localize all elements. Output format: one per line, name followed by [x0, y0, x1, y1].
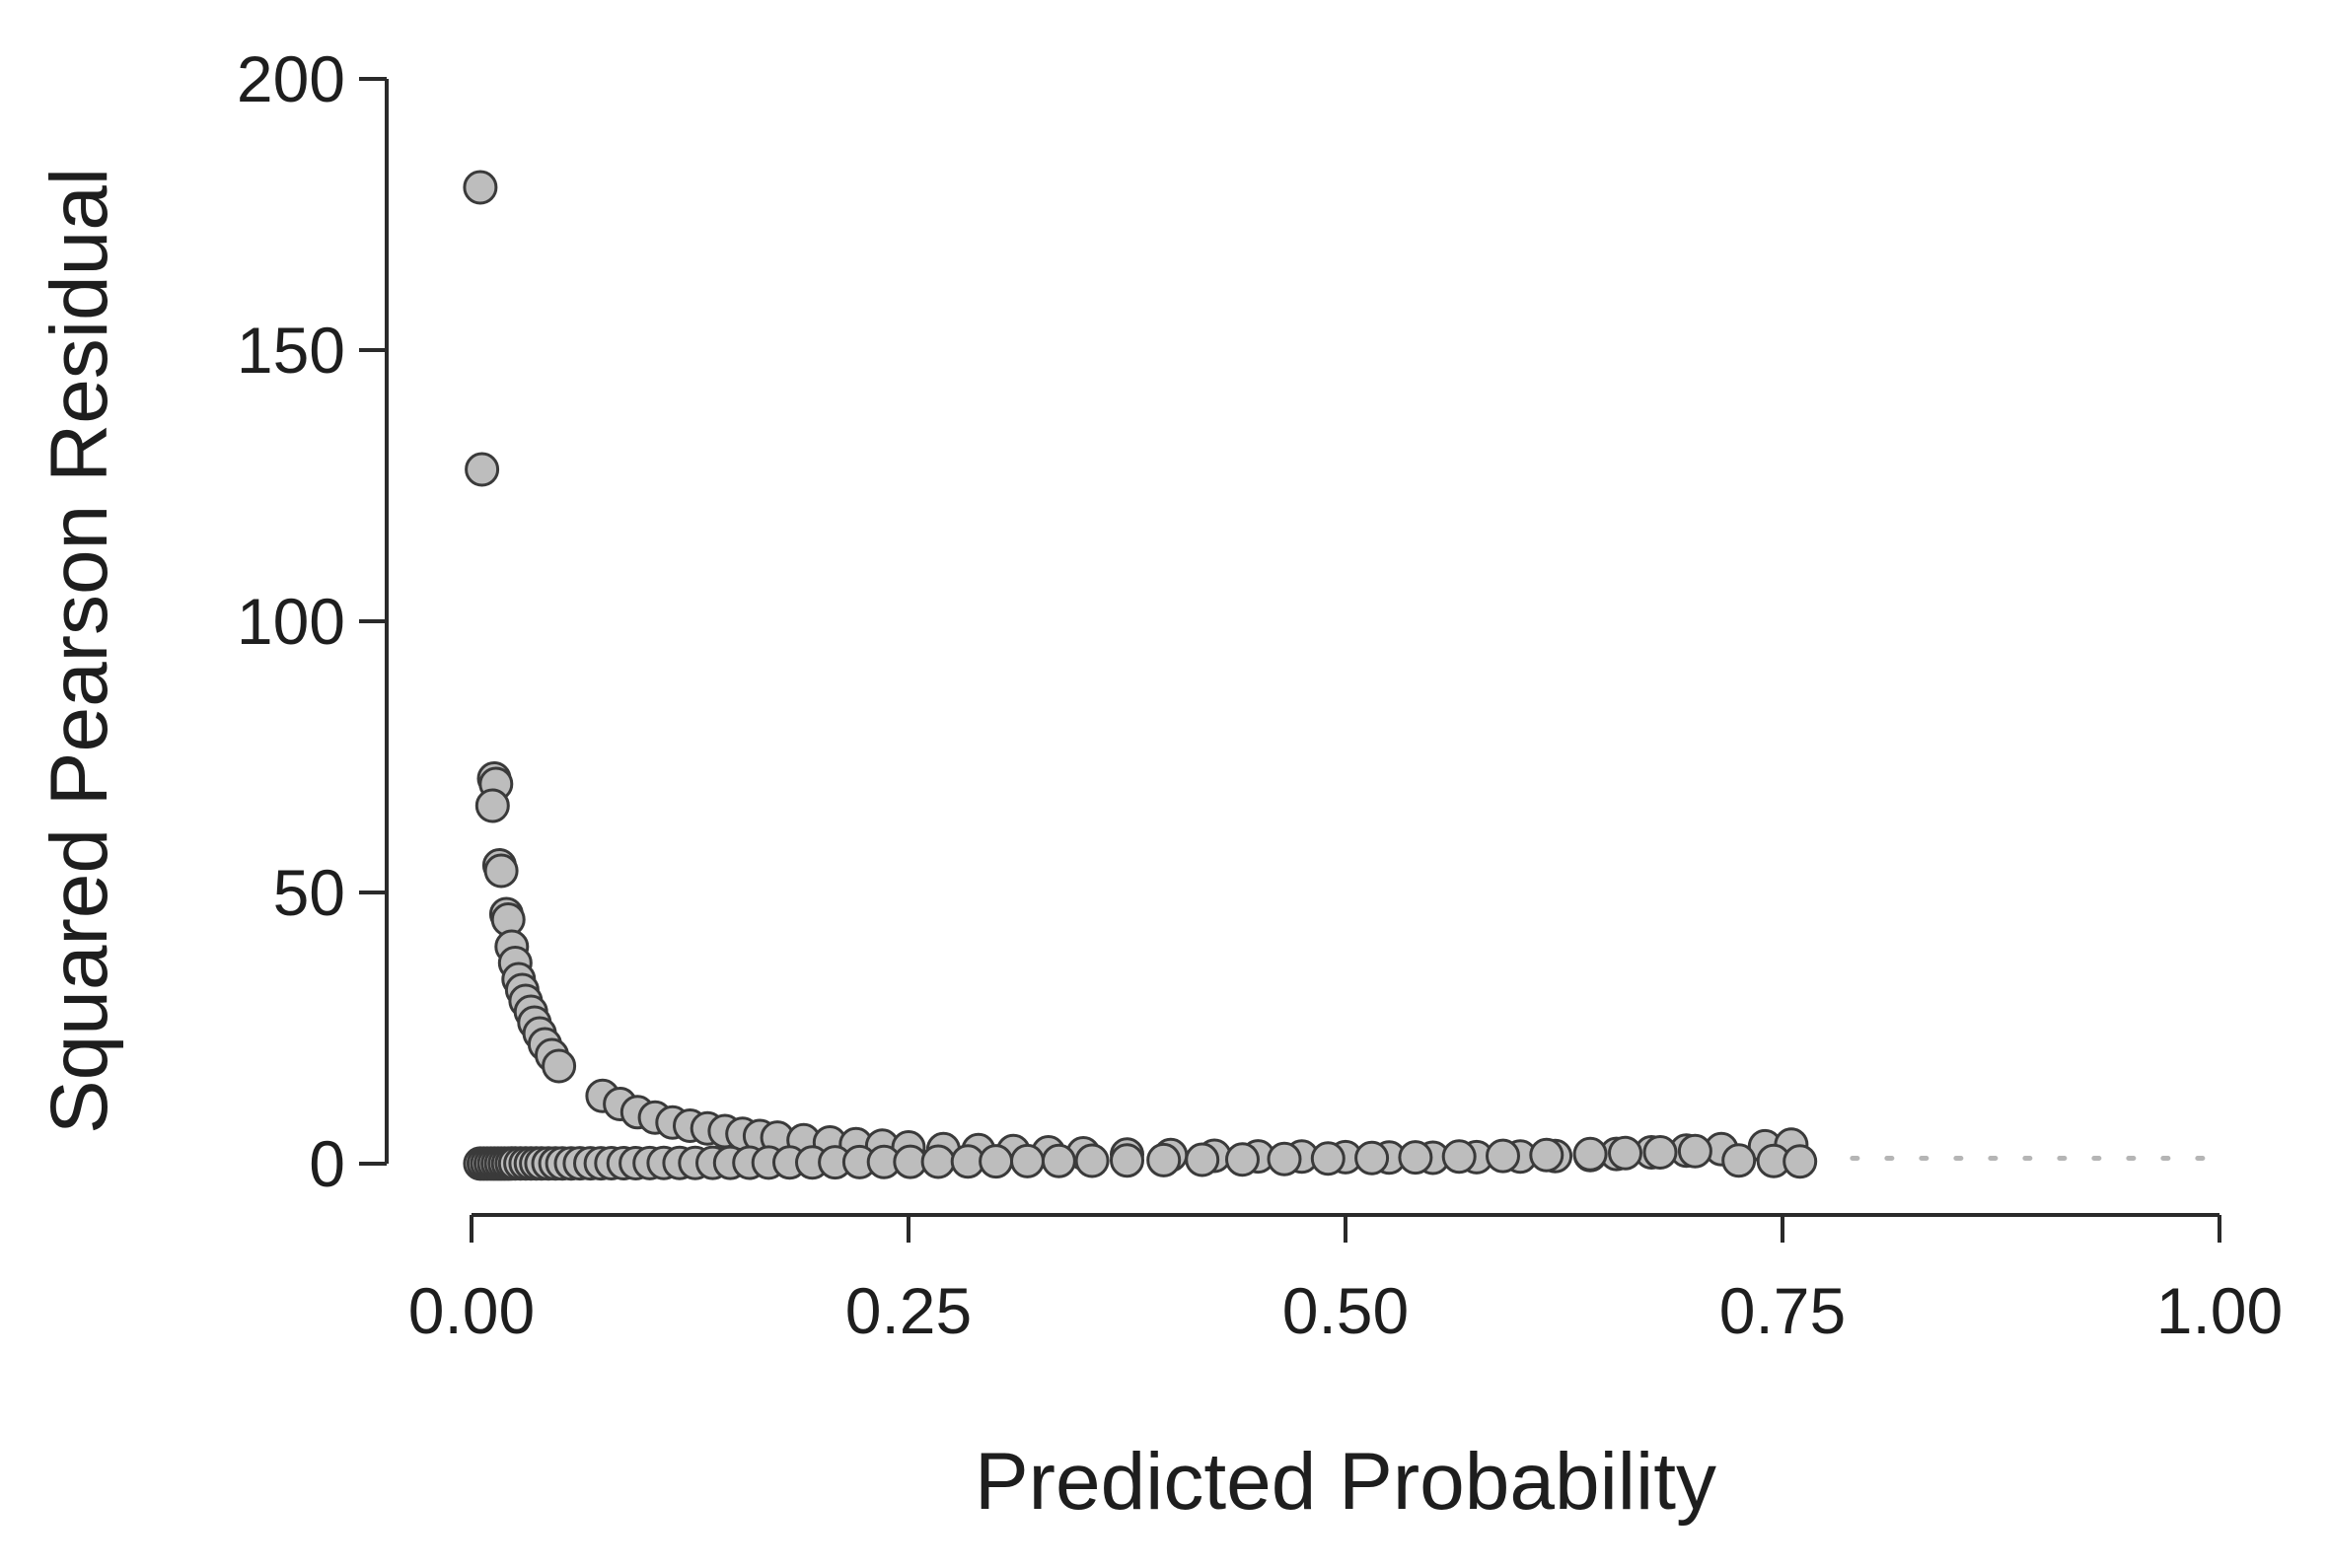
data-point — [1398, 1140, 1433, 1176]
points-layer — [463, 170, 1818, 1181]
data-point — [1721, 1143, 1757, 1178]
data-point — [1529, 1137, 1564, 1173]
x-axis-title: Predicted Probability — [975, 1437, 1716, 1527]
x-tick-label: 0.50 — [1282, 1274, 1409, 1347]
data-point — [1146, 1142, 1182, 1177]
data-point — [463, 170, 498, 205]
x-tick-label: 0.75 — [1719, 1274, 1846, 1347]
data-point — [1185, 1142, 1220, 1177]
axes-layer: 0 50 100 150 200 0.00 0.25 0.50 0.75 1.00 — [237, 42, 2283, 1347]
data-point — [474, 788, 510, 823]
y-axis-title: Squared Pearson Residual — [35, 168, 124, 1134]
data-point — [920, 1144, 956, 1179]
data-point — [1782, 1144, 1818, 1179]
data-point — [1310, 1141, 1346, 1176]
data-point — [1074, 1143, 1110, 1178]
data-point — [1608, 1135, 1642, 1171]
data-point — [465, 452, 500, 487]
data-point — [483, 853, 519, 889]
x-tick-label: 1.00 — [2156, 1274, 2283, 1347]
data-point — [1441, 1139, 1477, 1175]
y-tick-label: 50 — [273, 856, 345, 929]
x-tick-label: 0.25 — [845, 1274, 972, 1347]
y-tick-label: 200 — [237, 42, 345, 115]
y-tick-label: 100 — [237, 585, 345, 658]
data-point — [979, 1144, 1014, 1179]
data-point — [1041, 1143, 1076, 1178]
data-point — [1354, 1140, 1390, 1176]
y-tick-label: 0 — [309, 1127, 345, 1200]
data-point — [1677, 1133, 1712, 1169]
data-point — [542, 1048, 577, 1084]
data-point — [1267, 1141, 1302, 1176]
data-point — [1572, 1136, 1608, 1172]
y-tick-label: 150 — [237, 314, 345, 387]
x-tick-label: 0.00 — [408, 1274, 535, 1347]
data-point — [1642, 1135, 1678, 1170]
data-point — [1225, 1142, 1260, 1177]
data-point — [1486, 1138, 1520, 1174]
data-point — [1110, 1143, 1144, 1178]
data-point — [1010, 1143, 1045, 1178]
